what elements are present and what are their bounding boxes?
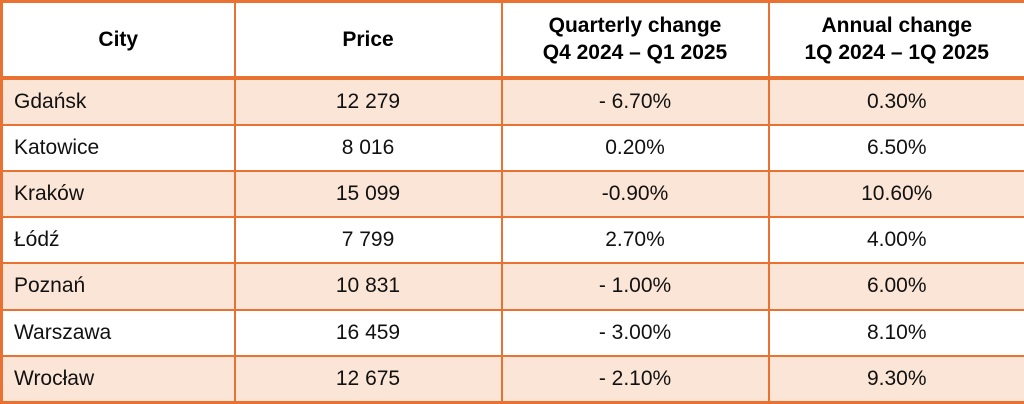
table-row-gdansk: Gdańsk 12 279 - 6.70% 0.30%	[0, 76, 1024, 127]
cell-city: Poznań	[0, 262, 236, 311]
cell-city: Gdańsk	[0, 76, 236, 127]
cell-annual-change: 4.00%	[767, 216, 1024, 265]
header-city: City	[0, 0, 236, 80]
cell-city: Łódź	[0, 216, 236, 265]
cell-price: 10 831	[233, 262, 503, 311]
cell-quarterly-change: - 1.00%	[500, 262, 770, 311]
table-row-krakow: Kraków 15 099 -0.90% 10.60%	[0, 170, 1024, 219]
cell-city: Kraków	[0, 170, 236, 219]
header-price-label: Price	[342, 27, 394, 51]
cell-quarterly-change: -0.90%	[500, 170, 770, 219]
cell-annual-change: 10.60%	[767, 170, 1024, 219]
cell-price: 16 459	[233, 308, 503, 357]
cell-price: 12 279	[233, 76, 503, 127]
cell-city: Warszawa	[0, 308, 236, 357]
cell-price: 7 799	[233, 216, 503, 265]
header-city-label: City	[98, 27, 139, 51]
cell-price: 12 675	[233, 354, 503, 404]
cell-annual-change: 8.10%	[767, 308, 1024, 357]
table-row-katowice: Katowice 8 016 0.20% 6.50%	[0, 124, 1024, 173]
table-row-warszawa: Warszawa 16 459 - 3.00% 8.10%	[0, 308, 1024, 357]
table-row-wroclaw: Wrocław 12 675 - 2.10% 9.30%	[0, 354, 1024, 404]
header-quarterly-change: Quarterly change Q4 2024 – Q1 2025	[500, 0, 770, 80]
cell-quarterly-change: 2.70%	[500, 216, 770, 265]
cell-city: Katowice	[0, 124, 236, 173]
cell-city: Wrocław	[0, 354, 236, 404]
cell-price: 8 016	[233, 124, 503, 173]
header-annual-change-line1: Annual change	[821, 14, 973, 38]
cell-annual-change: 0.30%	[767, 76, 1024, 127]
cell-annual-change: 6.00%	[767, 262, 1024, 311]
header-price: Price	[233, 0, 503, 80]
header-quarterly-change-line2: Q4 2024 – Q1 2025	[542, 41, 728, 65]
header-quarterly-change-line1: Quarterly change	[548, 14, 722, 38]
header-row: City Price Quarterly change Q4 2024 – Q1…	[0, 0, 1024, 80]
cell-annual-change: 6.50%	[767, 124, 1024, 173]
cell-quarterly-change: 0.20%	[500, 124, 770, 173]
table-row-poznan: Poznań 10 831 - 1.00% 6.00%	[0, 262, 1024, 311]
header-annual-change-line2: 1Q 2024 – 1Q 2025	[804, 41, 989, 65]
cell-quarterly-change: - 6.70%	[500, 76, 770, 127]
cell-annual-change: 9.30%	[767, 354, 1024, 404]
cell-quarterly-change: - 3.00%	[500, 308, 770, 357]
header-annual-change: Annual change 1Q 2024 – 1Q 2025	[767, 0, 1024, 80]
cell-quarterly-change: - 2.10%	[500, 354, 770, 404]
cell-price: 15 099	[233, 170, 503, 219]
table-row-lodz: Łódź 7 799 2.70% 4.00%	[0, 216, 1024, 265]
